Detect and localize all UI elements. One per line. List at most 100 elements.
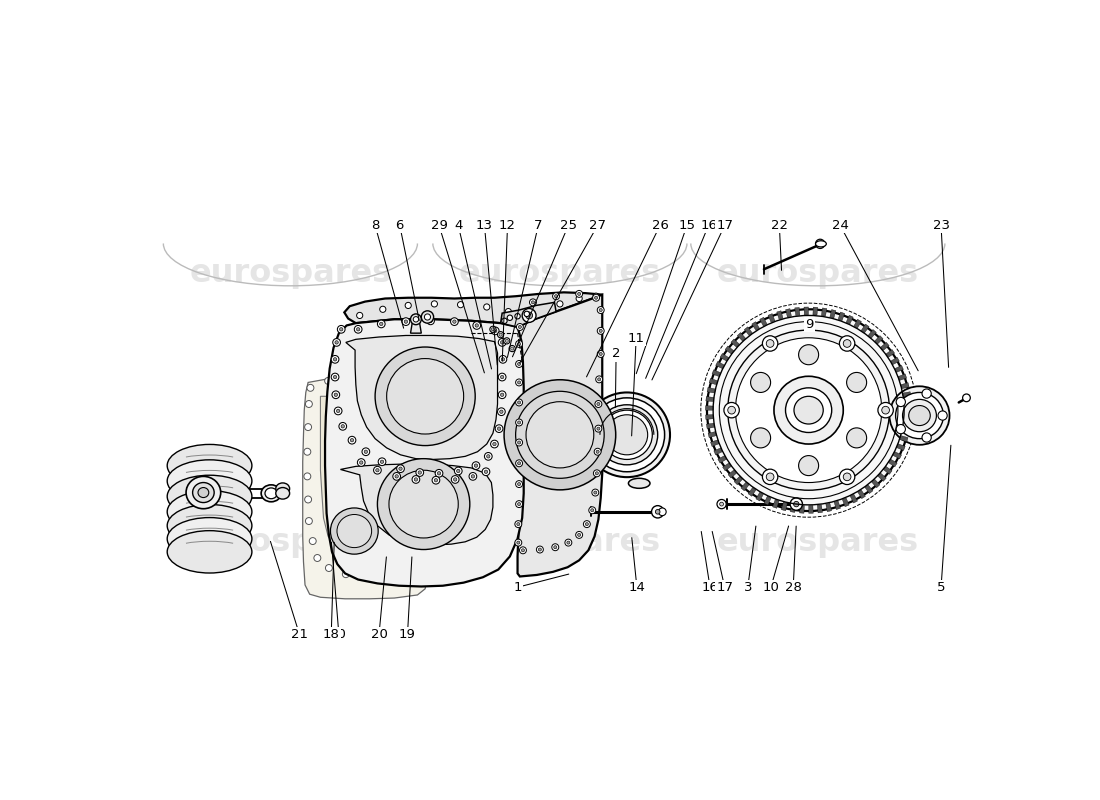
Text: eurospares: eurospares <box>459 527 661 558</box>
Circle shape <box>509 346 515 352</box>
Circle shape <box>304 448 311 455</box>
Circle shape <box>524 311 529 317</box>
Circle shape <box>597 350 604 358</box>
Circle shape <box>597 327 604 334</box>
Circle shape <box>425 314 430 320</box>
Circle shape <box>575 531 583 538</box>
Ellipse shape <box>330 508 378 554</box>
Text: eurospares: eurospares <box>717 258 918 289</box>
Circle shape <box>314 554 321 562</box>
Ellipse shape <box>890 386 949 445</box>
Circle shape <box>426 424 432 430</box>
Circle shape <box>597 306 604 314</box>
Circle shape <box>595 401 602 407</box>
Circle shape <box>421 386 429 393</box>
Circle shape <box>518 502 520 506</box>
Polygon shape <box>889 459 898 467</box>
Polygon shape <box>737 333 746 341</box>
Circle shape <box>453 320 456 323</box>
Polygon shape <box>302 377 431 599</box>
Circle shape <box>404 320 408 323</box>
Polygon shape <box>764 496 771 505</box>
Circle shape <box>566 541 570 544</box>
Circle shape <box>429 319 432 322</box>
Circle shape <box>578 534 581 537</box>
Text: 2: 2 <box>612 347 620 361</box>
Polygon shape <box>868 330 877 338</box>
Circle shape <box>526 312 532 319</box>
Circle shape <box>585 522 588 526</box>
Polygon shape <box>706 397 714 402</box>
Circle shape <box>717 499 726 509</box>
Text: 8: 8 <box>371 219 380 232</box>
Circle shape <box>793 502 799 506</box>
Circle shape <box>366 572 373 579</box>
Circle shape <box>340 328 343 331</box>
Circle shape <box>416 469 424 476</box>
Circle shape <box>767 473 774 481</box>
Circle shape <box>516 501 522 507</box>
Circle shape <box>458 302 464 308</box>
Ellipse shape <box>785 388 832 433</box>
Circle shape <box>405 302 411 309</box>
Circle shape <box>334 393 338 397</box>
Circle shape <box>516 439 522 446</box>
Circle shape <box>334 407 342 414</box>
Polygon shape <box>760 318 767 326</box>
Circle shape <box>499 410 503 414</box>
Circle shape <box>600 330 603 332</box>
Polygon shape <box>903 418 912 424</box>
Circle shape <box>326 565 332 571</box>
Circle shape <box>839 469 855 485</box>
Polygon shape <box>826 503 832 512</box>
Circle shape <box>304 473 311 480</box>
Circle shape <box>750 428 771 448</box>
Polygon shape <box>902 427 910 433</box>
Text: 17: 17 <box>716 219 734 232</box>
Circle shape <box>504 338 509 344</box>
Circle shape <box>847 428 867 448</box>
Polygon shape <box>745 326 752 335</box>
Ellipse shape <box>504 380 616 490</box>
Polygon shape <box>730 339 739 347</box>
Circle shape <box>378 458 386 466</box>
Circle shape <box>397 465 405 473</box>
Polygon shape <box>808 506 813 514</box>
Circle shape <box>418 471 421 474</box>
Text: 9: 9 <box>805 318 814 331</box>
Circle shape <box>421 311 433 323</box>
Circle shape <box>339 422 346 430</box>
Circle shape <box>374 466 382 474</box>
Text: 21: 21 <box>292 629 308 642</box>
Ellipse shape <box>377 458 470 550</box>
Circle shape <box>529 299 537 306</box>
Polygon shape <box>880 342 889 350</box>
Circle shape <box>576 295 582 302</box>
Circle shape <box>510 347 514 350</box>
Text: 16: 16 <box>702 581 718 594</box>
Polygon shape <box>900 435 909 442</box>
Polygon shape <box>517 294 603 577</box>
Ellipse shape <box>707 310 911 511</box>
Text: 30: 30 <box>330 629 348 642</box>
Polygon shape <box>901 382 910 389</box>
Polygon shape <box>345 335 497 459</box>
Text: 27: 27 <box>590 219 606 232</box>
Text: 12: 12 <box>499 219 516 232</box>
Circle shape <box>491 440 498 448</box>
Polygon shape <box>891 358 900 365</box>
Circle shape <box>517 541 520 544</box>
Text: 5: 5 <box>937 581 945 594</box>
Circle shape <box>499 355 507 363</box>
Circle shape <box>399 467 403 470</box>
Circle shape <box>494 329 497 333</box>
Circle shape <box>595 472 598 475</box>
Circle shape <box>516 460 522 466</box>
Ellipse shape <box>895 393 944 438</box>
Text: 16: 16 <box>700 219 717 232</box>
Circle shape <box>651 506 664 518</box>
Circle shape <box>484 304 490 310</box>
Ellipse shape <box>628 478 650 488</box>
Circle shape <box>451 318 459 326</box>
Circle shape <box>492 328 495 331</box>
